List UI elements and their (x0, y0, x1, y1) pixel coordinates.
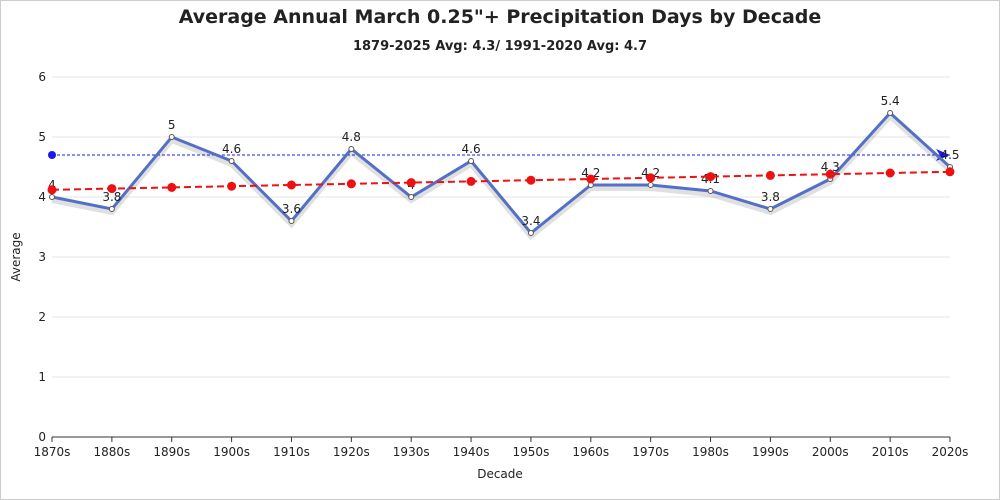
data-label: 3.8 (102, 190, 121, 204)
data-point (527, 230, 534, 236)
trend-point (885, 168, 895, 178)
trend-point (346, 179, 356, 189)
data-point (767, 206, 774, 212)
data-label: 4.6 (222, 142, 241, 156)
series-line (51, 110, 952, 236)
data-label: 4.3 (821, 160, 840, 174)
data-label: 4.8 (342, 130, 361, 144)
x-tick-label: 1910s (273, 445, 310, 459)
trend-point (586, 174, 596, 184)
trend-point (706, 172, 716, 182)
x-tick-label: 1970s (632, 445, 669, 459)
y-tick-label: 2 (38, 310, 46, 324)
y-axis-label: Average (9, 232, 23, 281)
trend-point (286, 180, 296, 190)
trend-point (945, 167, 955, 177)
trend-point (825, 169, 835, 179)
trend-point (646, 173, 656, 183)
trend-point (167, 182, 177, 192)
data-point (168, 134, 175, 140)
x-tick-label: 2020s (932, 445, 969, 459)
data-label: 3.8 (761, 190, 780, 204)
data-point (288, 218, 295, 224)
y-tick-label: 4 (38, 190, 46, 204)
x-axis-label: Decade (477, 467, 523, 481)
x-tick-label: 1900s (213, 445, 250, 459)
x-tick-label: 2000s (812, 445, 849, 459)
data-point (49, 194, 55, 200)
x-tick-label: 1990s (752, 445, 789, 459)
data-point (647, 182, 654, 188)
y-tick-label: 3 (38, 250, 46, 264)
y-tick-label: 1 (38, 370, 46, 384)
y-tick-label: 5 (38, 130, 46, 144)
x-tick-label: 1880s (93, 445, 130, 459)
chart-title: Average Annual March 0.25"+ Precipitatio… (179, 6, 822, 28)
trend-point (466, 176, 476, 186)
data-point (408, 194, 415, 200)
x-tick-label: 1890s (153, 445, 190, 459)
trend-point (526, 175, 536, 185)
y-tick-label: 6 (38, 70, 46, 84)
x-tick-label: 1930s (393, 445, 430, 459)
x-tick-label: 1980s (692, 445, 729, 459)
trend-point (107, 184, 117, 194)
data-label: 3.6 (282, 202, 301, 216)
trend-point (227, 181, 237, 191)
x-tick-label: 1940s (453, 445, 490, 459)
trend-point (406, 178, 416, 188)
x-tick-label: 1920s (333, 445, 370, 459)
x-tick-label: 1870s (34, 445, 71, 459)
trend-point (765, 170, 775, 180)
trend-line (51, 170, 951, 191)
chart-subtitle: 1879-2025 Avg: 4.3/ 1991-2020 Avg: 4.7 (353, 39, 647, 54)
data-point (228, 158, 235, 164)
x-tick-label: 1950s (513, 445, 550, 459)
trend-point (47, 185, 57, 195)
data-label: 4.6 (462, 142, 481, 156)
series-line-shadow (51, 111, 953, 241)
data-label: 4 (48, 178, 56, 192)
data-label: 5 (168, 118, 176, 132)
data-label: 4.5 (940, 148, 959, 162)
x-tick-label: 1960s (572, 445, 609, 459)
data-label: 5.4 (881, 94, 900, 108)
data-label: 3.4 (521, 214, 540, 228)
data-point (707, 188, 714, 194)
y-tick-label: 0 (38, 430, 46, 444)
data-point (468, 158, 475, 164)
data-point (887, 110, 894, 116)
reference-start (48, 151, 56, 159)
data-point (108, 206, 115, 212)
x-tick-label: 2010s (872, 445, 909, 459)
data-label: 4.2 (641, 166, 660, 180)
data-point (348, 146, 355, 152)
data-label: 4.2 (581, 166, 600, 180)
